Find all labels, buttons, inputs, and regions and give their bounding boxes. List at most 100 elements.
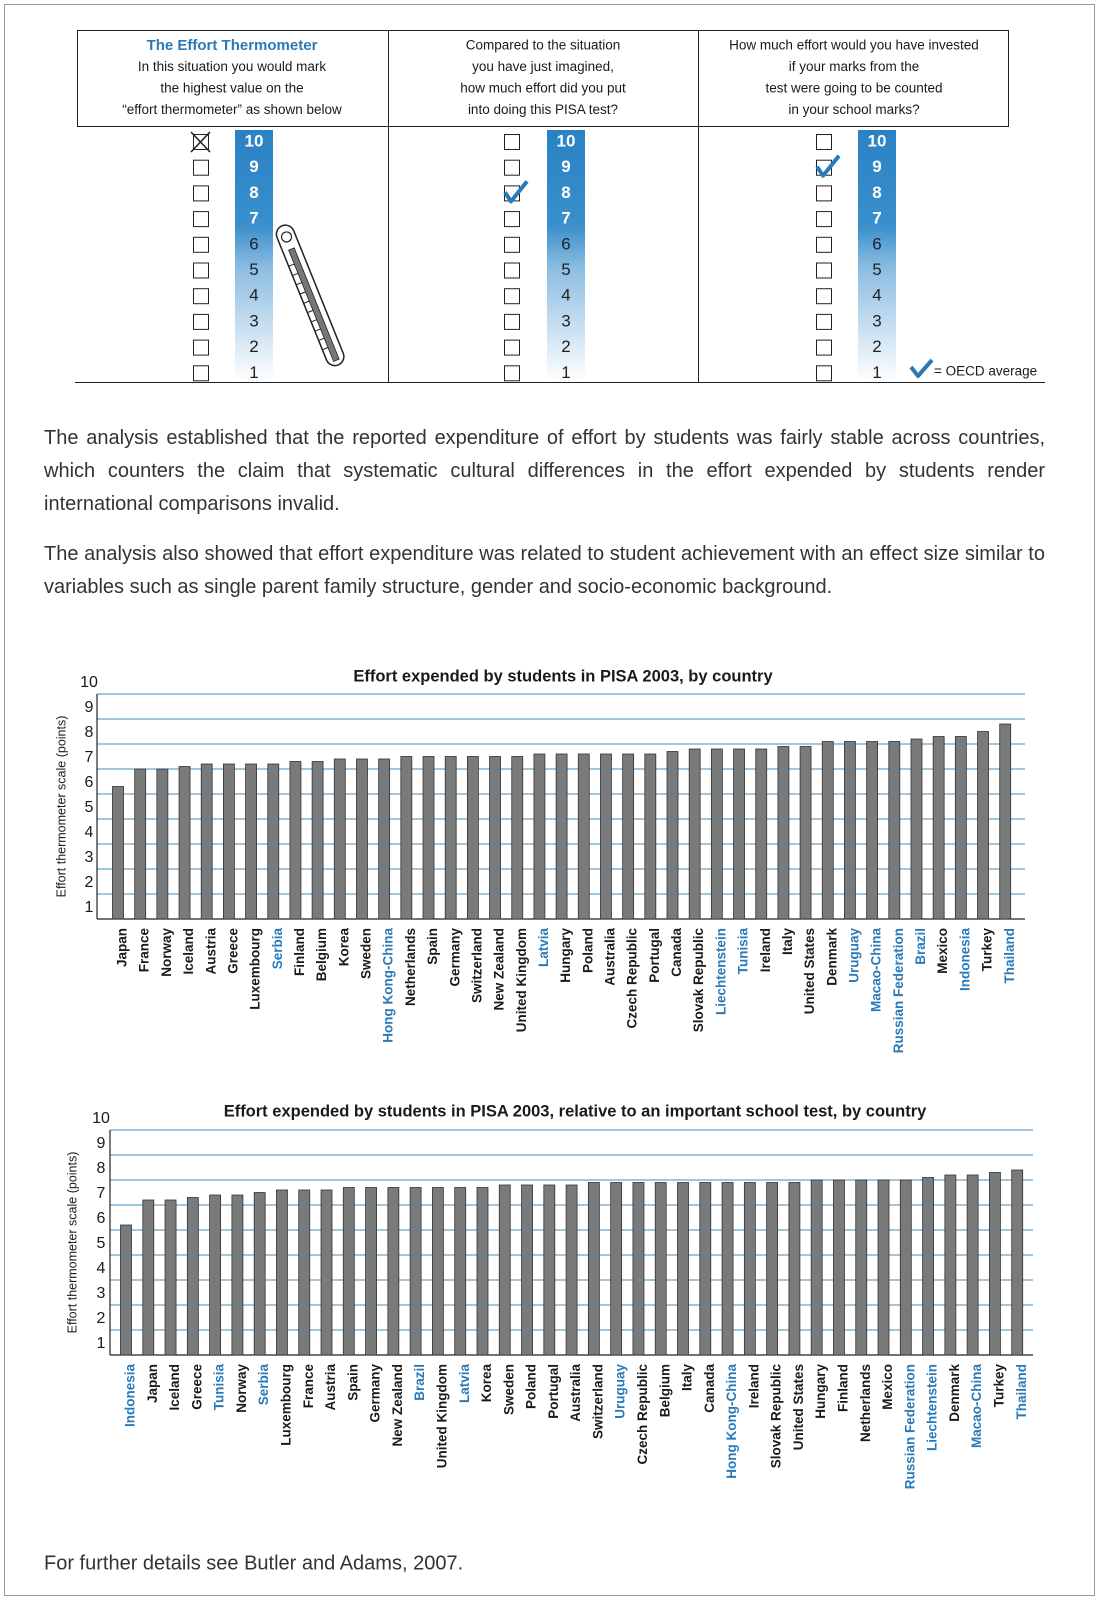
- scale-number: 9: [249, 157, 258, 176]
- bar: [654, 1182, 667, 1356]
- bar: [666, 751, 679, 920]
- x-tick-label: Netherlands: [403, 928, 418, 1006]
- x-tick-label: Japan: [115, 928, 130, 967]
- checkbox: [504, 159, 520, 176]
- x-tick-label: Greece: [225, 928, 240, 974]
- scale-bar: [235, 130, 273, 382]
- bar: [877, 1179, 890, 1356]
- bar: [533, 753, 546, 920]
- bar: [209, 1194, 222, 1356]
- bar: [521, 1184, 533, 1356]
- x-tick-label: Iceland: [167, 1364, 182, 1411]
- x-tick-label: Russian Federation: [902, 1364, 917, 1489]
- y-tick-label: 5: [97, 1235, 106, 1252]
- bar: [120, 1224, 132, 1356]
- y-axis-label: Effort thermometer scale (points): [54, 716, 68, 898]
- scale-number: 7: [561, 209, 570, 228]
- x-tick-label: Italy: [780, 928, 795, 956]
- y-tick-label: 9: [85, 699, 94, 716]
- bar: [932, 736, 945, 920]
- y-tick-label: 8: [97, 1160, 106, 1177]
- x-tick-label: Turkey: [980, 928, 995, 972]
- checkbox: [816, 262, 832, 279]
- bar: [833, 1179, 845, 1356]
- bar: [821, 741, 834, 920]
- x-tick-label: Ireland: [758, 928, 773, 972]
- bar: [164, 1199, 177, 1356]
- x-tick-label: Denmark: [824, 928, 839, 986]
- y-tick-label: 1: [85, 899, 94, 916]
- y-tick-label: 4: [85, 824, 94, 841]
- bar: [156, 768, 169, 920]
- scale-number: 2: [249, 337, 258, 356]
- bar: [200, 763, 213, 920]
- x-tick-label: Belgium: [657, 1364, 672, 1417]
- scale-number: 10: [557, 131, 576, 150]
- bar: [289, 761, 302, 920]
- scale-number: 10: [245, 131, 264, 150]
- bar: [944, 1174, 957, 1356]
- legend-text: = OECD average: [934, 364, 1037, 379]
- bar: [899, 1179, 912, 1356]
- scale-number: 7: [872, 209, 881, 228]
- bar: [476, 1187, 489, 1356]
- scale-number: 7: [249, 209, 258, 228]
- bar: [489, 756, 501, 920]
- checkbox: [193, 185, 209, 202]
- checkbox: [504, 365, 520, 382]
- bar: [644, 753, 657, 920]
- checkbox: [504, 313, 520, 330]
- column-text: if your marks from the: [789, 59, 920, 74]
- column-text: In this situation you would mark: [138, 59, 327, 74]
- x-tick-label: Finland: [836, 1364, 851, 1412]
- checkbox: [816, 236, 832, 253]
- x-tick-label: United States: [802, 928, 817, 1014]
- header-box: [77, 30, 1009, 127]
- x-tick-label: Canada: [702, 1364, 717, 1413]
- x-tick-label: Indonesia: [123, 1364, 138, 1428]
- scale-number: 6: [561, 234, 570, 253]
- chart-title: Effort expended by students in PISA 2003…: [353, 667, 773, 685]
- checkbox: [504, 288, 520, 305]
- bar: [721, 1182, 734, 1356]
- x-tick-label: Sweden: [501, 1364, 516, 1415]
- scale-bar: [547, 130, 585, 382]
- x-tick-label: Macao-China: [869, 928, 884, 1013]
- bar: [365, 1187, 377, 1356]
- column-text: how much effort did you put: [460, 81, 626, 96]
- bar: [387, 1187, 400, 1356]
- bar: [677, 1182, 689, 1356]
- check-mark: [503, 180, 529, 204]
- footer: For further details see Butler and Adams…: [44, 1552, 463, 1574]
- y-tick-label: 5: [85, 799, 94, 816]
- checkbox: [816, 339, 832, 356]
- bar: [610, 1182, 623, 1356]
- x-tick-label: Poland: [580, 928, 595, 973]
- x-tick-label: Portugal: [647, 928, 662, 983]
- x-tick-label: Slovak Republic: [691, 928, 706, 1033]
- scale-number: 3: [872, 311, 881, 330]
- bar: [267, 763, 280, 920]
- x-tick-label: Poland: [524, 1364, 539, 1409]
- y-tick-label: 10: [92, 1110, 110, 1127]
- x-tick-label: Hong Kong-China: [381, 928, 396, 1043]
- bar: [632, 1182, 645, 1356]
- scale-number: 9: [872, 157, 881, 176]
- bar: [565, 1184, 578, 1356]
- x-tick-label: Macao-China: [969, 1364, 984, 1449]
- y-tick-label: 6: [85, 774, 94, 791]
- bar: [342, 1187, 355, 1356]
- x-tick-label: Japan: [145, 1364, 160, 1403]
- chart-title: Effort expended by students in PISA 2003…: [224, 1102, 927, 1120]
- checkbox: [504, 339, 520, 356]
- x-tick-label: Netherlands: [858, 1364, 873, 1442]
- scale-number: 6: [249, 234, 258, 253]
- x-tick-label: Mexico: [880, 1364, 895, 1410]
- bar: [710, 748, 723, 920]
- scale-number: 8: [249, 183, 258, 202]
- bar: [733, 748, 745, 920]
- column-text: the highest value on the: [160, 81, 303, 96]
- x-tick-label: Italy: [680, 1364, 695, 1392]
- bar: [422, 756, 435, 920]
